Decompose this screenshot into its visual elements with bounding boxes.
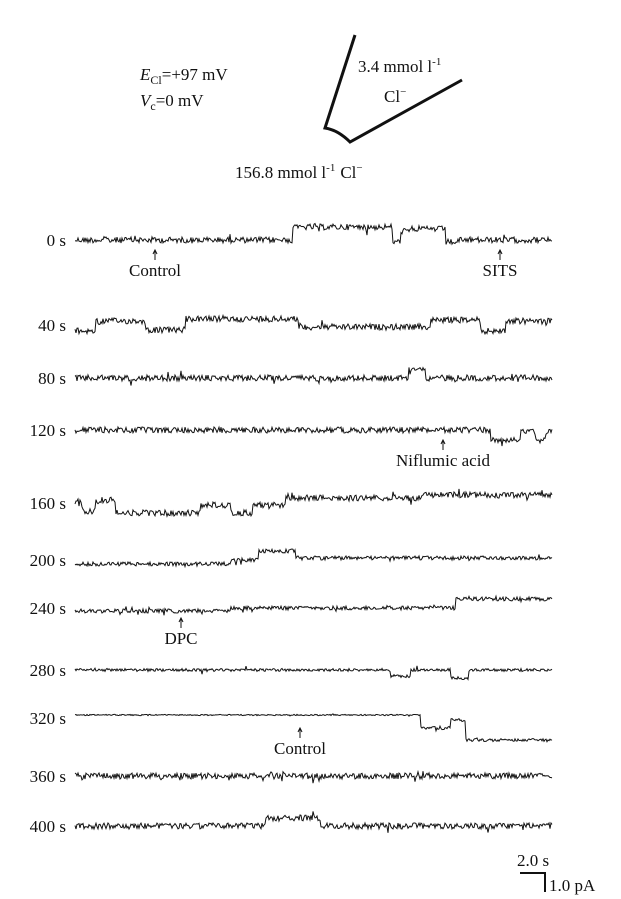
v-c-label: Vc=0 mV [140, 91, 204, 113]
ion-sup: − [400, 86, 406, 98]
time-label: 320 s [30, 709, 66, 728]
ion-sup: − [356, 162, 362, 174]
inside-ion: Cl− [384, 86, 406, 106]
annotation: Niflumic acid [396, 451, 490, 470]
symbol: E [139, 65, 151, 84]
marker-arrow [152, 248, 158, 260]
annotation: SITS [483, 261, 518, 280]
time-label: 120 s [30, 421, 66, 440]
ion: Cl [340, 163, 356, 182]
current-trace [74, 769, 553, 784]
scale-bar [520, 872, 546, 892]
current-trace [74, 594, 553, 616]
symbol: V [140, 91, 153, 110]
current-trace [74, 366, 553, 386]
subscript: c [150, 99, 155, 113]
pipette [323, 34, 463, 144]
subscript: Cl [150, 73, 162, 87]
time-label: 360 s [30, 767, 66, 786]
annotation: Control [274, 739, 326, 758]
time-label: 0 s [47, 231, 66, 250]
annotation: DPC [164, 629, 197, 648]
current-trace [74, 425, 553, 447]
marker-arrow [178, 616, 184, 628]
bath-solution: 156.8 mmol l-1 Cl− [235, 162, 363, 182]
time-label: 80 s [38, 369, 66, 388]
scale-current: 1.0 pA [549, 876, 596, 895]
current-trace [74, 713, 553, 743]
current-trace [74, 313, 553, 336]
value: =0 mV [156, 91, 205, 110]
current-trace [74, 488, 553, 518]
time-label: 240 s [30, 599, 66, 618]
e-cl-label: ECl=+97 mV [139, 65, 228, 87]
current-trace [74, 811, 553, 833]
sup: -1 [326, 162, 335, 174]
current-trace [74, 547, 553, 569]
marker-arrow [497, 248, 503, 260]
marker-arrow [440, 438, 446, 450]
traces: 0 s Control SITS 40 s 80 s 120 s Niflumic acid… [30, 222, 553, 836]
time-label: 200 s [30, 551, 66, 570]
marker-arrow [297, 726, 303, 738]
time-label: 400 s [30, 817, 66, 836]
current-trace [74, 222, 553, 246]
time-label: 160 s [30, 494, 66, 513]
annotation: Control [129, 261, 181, 280]
current-trace [74, 665, 553, 681]
time-label: 40 s [38, 316, 66, 335]
text: 156.8 mmol l [235, 163, 326, 182]
time-label: 280 s [30, 661, 66, 680]
ion: Cl [384, 87, 400, 106]
sup: -1 [432, 56, 441, 68]
value: =+97 mV [162, 65, 229, 84]
inside-solution: 3.4 mmol l-1 [358, 56, 441, 76]
scale-time: 2.0 s [517, 851, 549, 870]
text: 3.4 mmol l [358, 57, 432, 76]
